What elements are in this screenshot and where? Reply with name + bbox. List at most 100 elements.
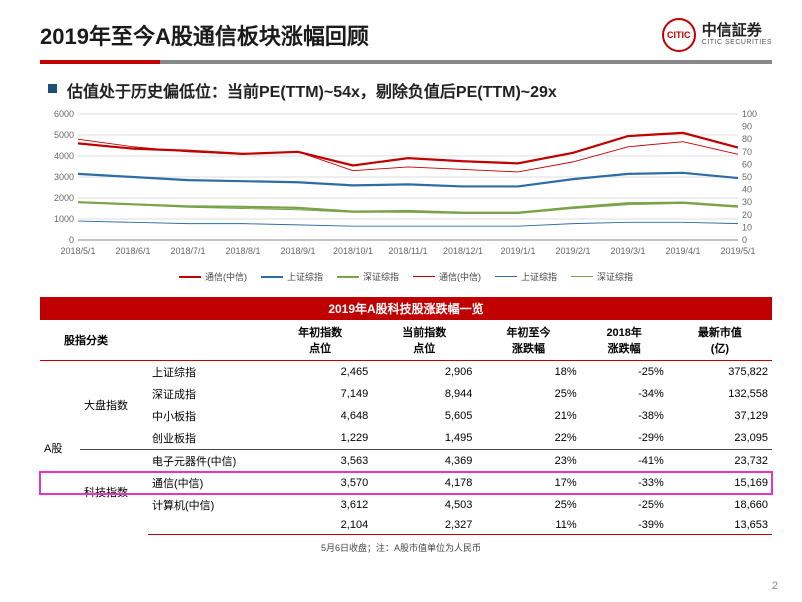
svg-text:2018/7/1: 2018/7/1 — [170, 246, 205, 256]
table-row: 通信(中信)3,5704,17817%-33%15,169 — [40, 472, 772, 494]
value-cell: 23% — [476, 450, 580, 473]
svg-text:80: 80 — [742, 134, 752, 144]
category-cell: A股 — [40, 361, 80, 535]
name-cell: 电子元器件(中信) — [148, 450, 268, 473]
value-cell: 25% — [476, 383, 580, 405]
svg-text:2019/1/1: 2019/1/1 — [500, 246, 535, 256]
table-row: 深证成指7,1498,94425%-34%132,558 — [40, 383, 772, 405]
value-cell: 132,558 — [668, 383, 772, 405]
value-cell: 15,169 — [668, 472, 772, 494]
legend-label: 通信(中信) — [439, 270, 481, 283]
subtitle-text: 估值处于历史偏低位：当前PE(TTM)~54x，剔除负值后PE(TTM)~29x — [67, 78, 557, 102]
legend-label: 上证综指 — [287, 270, 323, 283]
svg-text:30: 30 — [742, 197, 752, 207]
value-cell: 23,732 — [668, 450, 772, 473]
value-cell: 11% — [476, 516, 580, 535]
column-header: 2018年涨跌幅 — [581, 320, 668, 361]
value-cell: 21% — [476, 405, 580, 427]
legend-label: 深证综指 — [597, 270, 633, 283]
svg-text:70: 70 — [742, 147, 752, 157]
svg-text:2019/3/1: 2019/3/1 — [610, 246, 645, 256]
value-cell: 25% — [476, 494, 580, 516]
value-cell: -25% — [581, 361, 668, 384]
legend-item: 通信(中信) — [413, 270, 481, 283]
svg-text:2019/4/1: 2019/4/1 — [665, 246, 700, 256]
logo-mark-icon: CITIC — [662, 18, 696, 52]
value-cell: 4,178 — [372, 472, 476, 494]
bullet-icon — [48, 84, 57, 93]
table: 股指分类年初指数点位当前指数点位年初至今涨跌幅2018年涨跌幅最新市值(亿)A股… — [40, 320, 772, 535]
svg-text:2018/6/1: 2018/6/1 — [115, 246, 150, 256]
value-cell: -25% — [581, 494, 668, 516]
name-cell: 中小板指 — [148, 405, 268, 427]
name-cell: 上证综指 — [148, 361, 268, 384]
legend-swatch — [571, 276, 593, 277]
logo-cn: 中信証券 — [702, 23, 772, 40]
value-cell: 17% — [476, 472, 580, 494]
value-cell: 37,129 — [668, 405, 772, 427]
svg-text:60: 60 — [742, 159, 752, 169]
subtitle-row: 估值处于历史偏低位：当前PE(TTM)~54x，剔除负值后PE(TTM)~29x — [0, 64, 802, 106]
legend-item: 通信(中信) — [179, 270, 247, 283]
value-cell: 18,660 — [668, 494, 772, 516]
svg-text:50: 50 — [742, 172, 752, 182]
legend-swatch — [179, 276, 201, 278]
svg-text:2018/11/1: 2018/11/1 — [388, 246, 427, 256]
value-cell: 1,495 — [372, 427, 476, 450]
brand-logo: CITIC 中信証券 CITIC SECURITIES — [662, 18, 772, 52]
data-table: 2019年A股科技股涨跌幅一览 股指分类年初指数点位当前指数点位年初至今涨跌幅2… — [40, 297, 772, 535]
page-title: 2019年至今A股通信板块涨幅回顾 — [40, 19, 369, 51]
footnote: 5月6日收盘；注：A股市值单位为人民币 — [0, 541, 802, 554]
value-cell: -34% — [581, 383, 668, 405]
value-cell: 7,149 — [268, 383, 372, 405]
legend-label: 通信(中信) — [205, 270, 247, 283]
svg-text:2018/9/1: 2018/9/1 — [280, 246, 315, 256]
legend-swatch — [495, 276, 517, 277]
legend-label: 上证综指 — [521, 270, 557, 283]
column-header: 年初至今涨跌幅 — [476, 320, 580, 361]
value-cell: 2,327 — [372, 516, 476, 535]
value-cell: 4,503 — [372, 494, 476, 516]
value-cell: 2,465 — [268, 361, 372, 384]
page-number: 2 — [772, 580, 778, 592]
value-cell: 3,612 — [268, 494, 372, 516]
value-cell: 8,944 — [372, 383, 476, 405]
value-cell: 4,648 — [268, 405, 372, 427]
legend-item: 上证综指 — [261, 270, 323, 283]
table-row: 创业板指1,2291,49522%-29%23,095 — [40, 427, 772, 450]
chart-legend: 通信(中信) 上证综指 深证综指 通信(中信) 上证综指 深证综指 — [40, 270, 772, 283]
table-row: 计算机(中信)3,6124,50325%-25%18,660 — [40, 494, 772, 516]
svg-text:2019/2/1: 2019/2/1 — [555, 246, 590, 256]
value-cell: 3,563 — [268, 450, 372, 473]
group-cell: 大盘指数 — [80, 361, 148, 450]
value-cell: 375,822 — [668, 361, 772, 384]
svg-text:2018/8/1: 2018/8/1 — [225, 246, 260, 256]
value-cell: 3,570 — [268, 472, 372, 494]
name-cell: 深证成指 — [148, 383, 268, 405]
svg-text:4000: 4000 — [54, 151, 74, 161]
column-header: 股指分类 — [40, 320, 148, 361]
legend-item: 深证综指 — [571, 270, 633, 283]
svg-text:2018/10/1: 2018/10/1 — [333, 246, 373, 256]
svg-text:5000: 5000 — [54, 130, 74, 140]
header-row: 2019年至今A股通信板块涨幅回顾 CITIC 中信証券 CITIC SECUR… — [0, 0, 802, 60]
svg-text:2000: 2000 — [54, 193, 74, 203]
table-row: 中小板指4,6485,60521%-38%37,129 — [40, 405, 772, 427]
value-cell: 5,605 — [372, 405, 476, 427]
value-cell: 4,369 — [372, 450, 476, 473]
table-title: 2019年A股科技股涨跌幅一览 — [40, 297, 772, 320]
legend-label: 深证综指 — [363, 270, 399, 283]
name-cell: 创业板指 — [148, 427, 268, 450]
value-cell: 23,095 — [668, 427, 772, 450]
chart-svg: 0100020003000400050006000010203040506070… — [40, 108, 772, 268]
svg-text:20: 20 — [742, 210, 752, 220]
table-row: 2,1042,32711%-39%13,653 — [40, 516, 772, 535]
svg-text:2018/5/1: 2018/5/1 — [60, 246, 95, 256]
svg-text:3000: 3000 — [54, 172, 74, 182]
value-cell: 13,653 — [668, 516, 772, 535]
svg-text:1000: 1000 — [54, 214, 74, 224]
value-cell: 2,104 — [268, 516, 372, 535]
name-cell: 通信(中信) — [148, 472, 268, 494]
logo-en: CITIC SECURITIES — [702, 39, 772, 47]
column-header: 年初指数点位 — [268, 320, 372, 361]
